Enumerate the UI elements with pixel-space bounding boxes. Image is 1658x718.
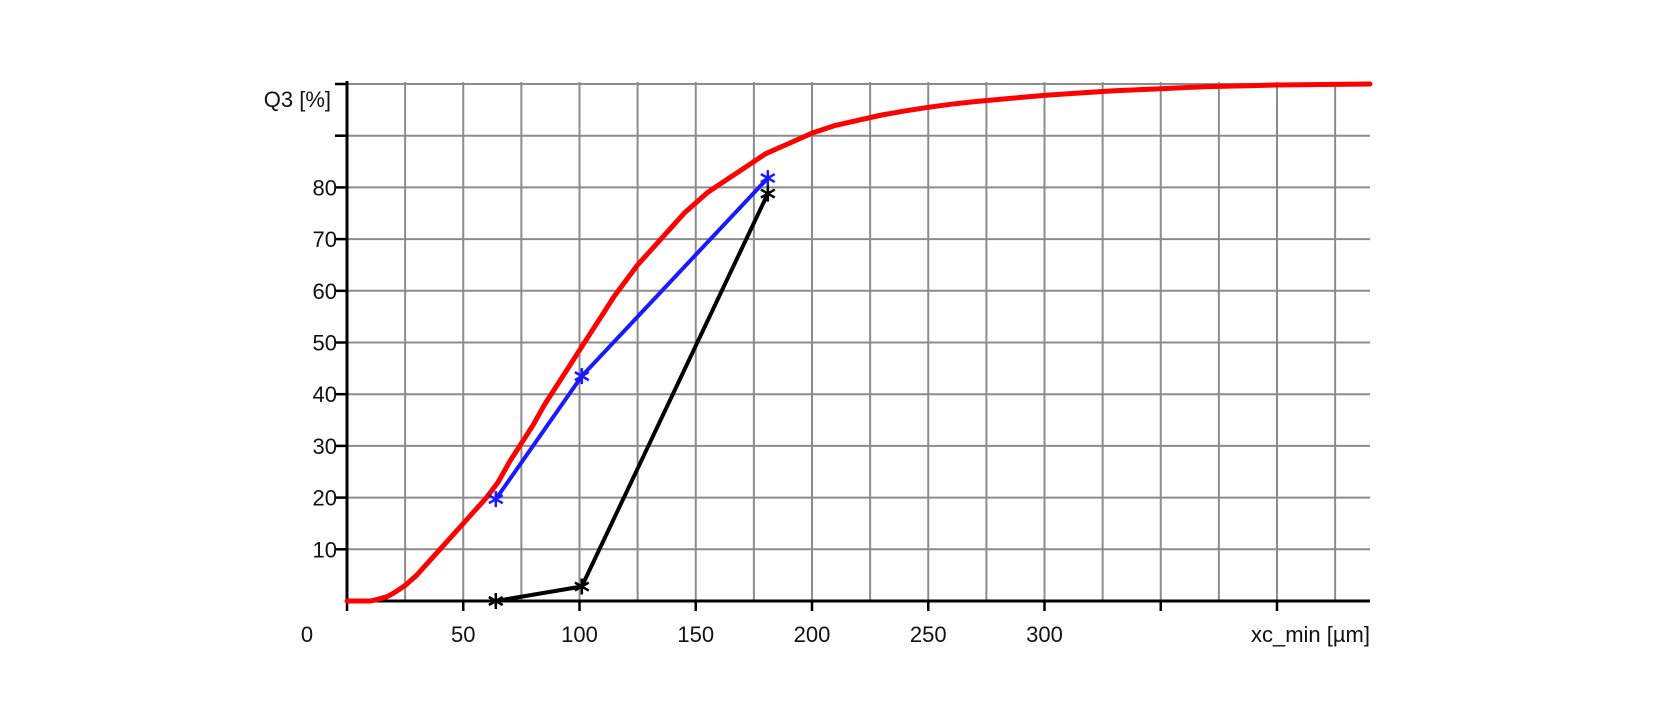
x-tick-label: 50 [451, 622, 475, 647]
data-point-black [574, 578, 590, 595]
data-point-black [488, 593, 504, 609]
y-ticks: 10 20 30 40 50 60 70 80 [313, 82, 347, 562]
marker-stroke [488, 595, 504, 607]
marker-stroke [574, 371, 590, 382]
x-tick-label: 0 [301, 622, 313, 647]
y-tick-label: 80 [313, 175, 337, 200]
y-tick-label: 50 [313, 331, 337, 356]
grid [347, 82, 1370, 601]
axes [345, 81, 1370, 603]
y-tick-label: 10 [313, 537, 337, 562]
data-point-black [760, 185, 776, 202]
series [344, 81, 1373, 609]
y-tick-label: 20 [313, 486, 337, 511]
x-axis-title: xc_min [µm] [1251, 622, 1370, 647]
marker-stroke [574, 581, 590, 592]
x-tick-label: 300 [1026, 622, 1063, 647]
y-axis-title: Q3 [%] [264, 87, 331, 112]
y-tick-label: 40 [313, 382, 337, 407]
series-line-blue [493, 176, 770, 502]
x-tick-label: 250 [910, 622, 947, 647]
y-tick-label: 70 [313, 227, 337, 252]
y-tick-label: 60 [313, 279, 337, 304]
x-tick-label: 100 [561, 622, 598, 647]
x-tick-label: 150 [677, 622, 714, 647]
series-line-red [344, 81, 1373, 604]
data-point-blue [760, 170, 776, 187]
marker-stroke [760, 173, 776, 184]
x-ticks: 0 50 100 150 200 250 300 [301, 601, 1279, 647]
x-tick-label: 200 [794, 622, 831, 647]
data-point-blue [574, 368, 590, 385]
marker-stroke [488, 494, 504, 505]
y-tick-label: 30 [313, 434, 337, 459]
marker-stroke [760, 188, 776, 199]
series-line-black [493, 191, 770, 603]
data-point-blue [488, 491, 504, 508]
